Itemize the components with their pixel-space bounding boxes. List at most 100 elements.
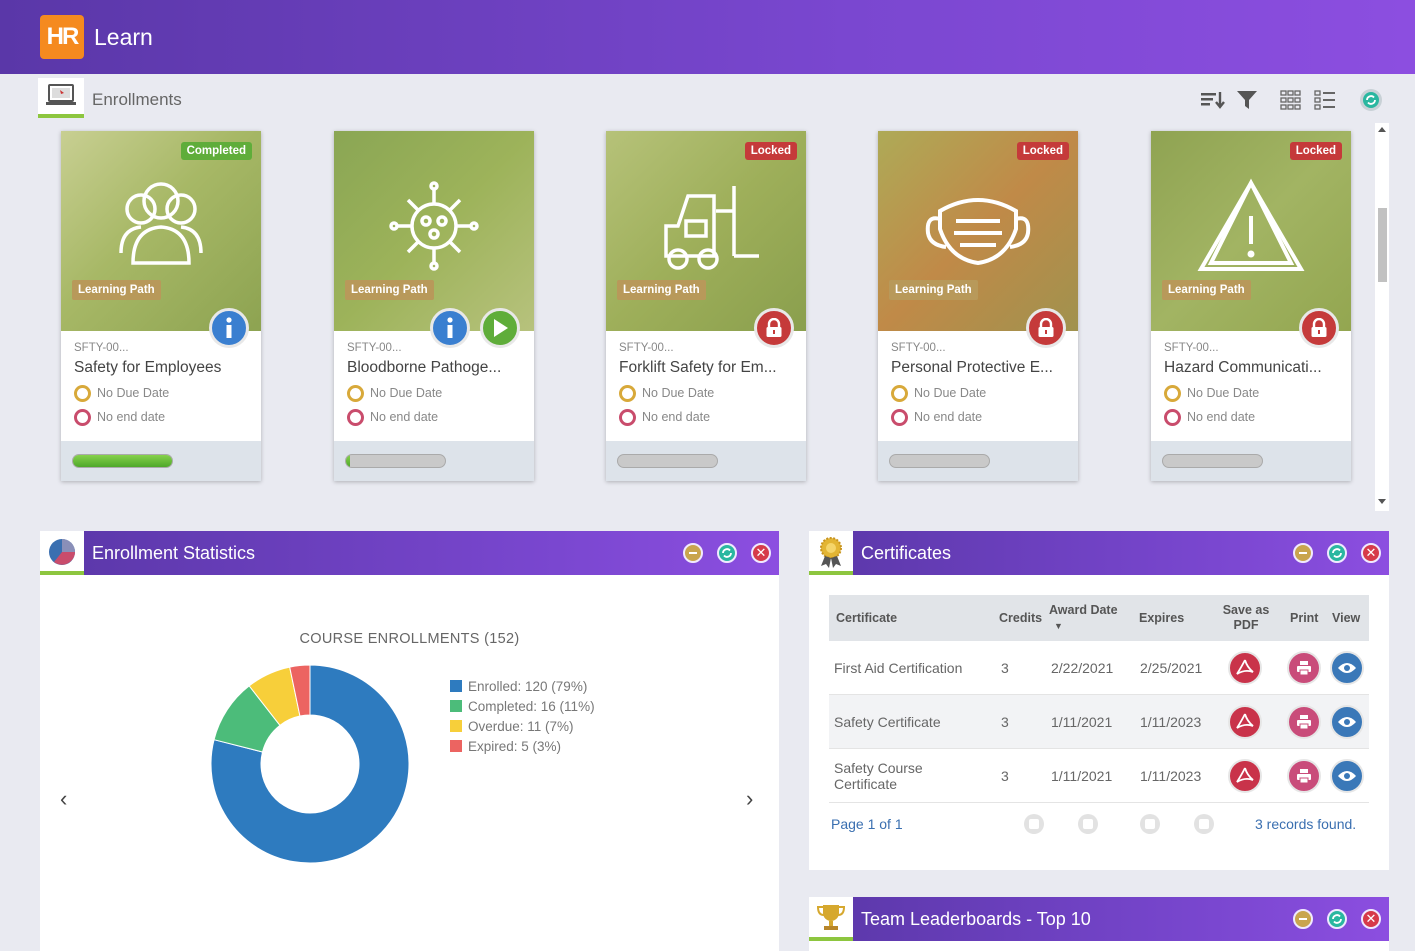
printer-icon [1297,769,1311,784]
play-button[interactable] [480,308,520,348]
warning-icon [1197,178,1305,271]
table-row: Safety Course Certificate 3 1/11/2021 1/… [829,749,1369,803]
clock-icon [347,385,364,403]
sort-icon[interactable] [1200,88,1226,112]
save-pdf-button[interactable] [1228,705,1262,739]
col-expires[interactable]: Expires [1139,611,1185,625]
enrollments-icon-box [38,78,84,118]
legend-item-expired[interactable]: Expired: 5 (3%) [450,738,561,756]
card-image[interactable]: Learning Path [334,131,534,331]
chart-next-arrow[interactable]: › [746,786,754,811]
cards-scrollbar[interactable] [1375,123,1389,511]
minimize-button[interactable] [1293,909,1313,929]
donut-chart[interactable] [210,664,410,864]
panel-header: Team Leaderboards - Top 10 ✕ [809,897,1389,941]
card-image[interactable]: Locked Learning Path [1151,131,1351,331]
legend-item-enrolled[interactable]: Enrolled: 120 (79%) [450,678,587,696]
enrollment-card[interactable]: Learning Path SFTY-00... Bloodborne Path… [334,131,534,481]
minimize-button[interactable] [1293,543,1313,563]
records-count: 3 records found. [1255,816,1357,832]
card-image[interactable]: Locked Learning Path [878,131,1078,331]
legend-item-overdue[interactable]: Overdue: 11 (7%) [450,718,574,736]
list-view-icon[interactable] [1313,88,1339,112]
lock-icon [1311,318,1327,337]
end-date-row: No end date [891,408,982,427]
col-view: View [1332,611,1361,625]
first-page-button[interactable] [1024,814,1044,834]
enrollments-title: Enrollments [92,90,182,109]
chart-prev-arrow[interactable]: ‹ [60,786,68,811]
pie-slice-enrolled[interactable] [210,664,410,864]
scroll-thumb[interactable] [1378,208,1387,282]
printer-icon [1297,661,1311,676]
info-button[interactable] [209,308,249,348]
refresh-button[interactable] [1327,543,1347,563]
next-page-button[interactable] [1140,814,1160,834]
panel-title: Team Leaderboards - Top 10 [861,909,1091,929]
sort-down-icon: ▼ [1054,621,1063,631]
card-image[interactable]: Locked Learning Path [606,131,806,331]
end-date-row: No end date [347,408,438,427]
learning-path-badge: Learning Path [72,280,161,300]
clock-icon [74,385,91,403]
view-button[interactable] [1330,651,1364,685]
info-button[interactable] [430,308,470,348]
view-button[interactable] [1330,759,1364,793]
scroll-up-arrow[interactable] [1378,127,1386,132]
grid-view-icon[interactable] [1279,88,1305,112]
print-button[interactable] [1287,705,1321,739]
refresh-icon [1332,548,1342,558]
col-award-date[interactable]: Award Date ▼ [1049,603,1118,631]
refresh-button[interactable] [717,543,737,563]
card-image[interactable]: Completed Learning Path [61,131,261,331]
col-certificate[interactable]: Certificate [836,611,898,625]
prev-page-button[interactable] [1078,814,1098,834]
filter-icon[interactable] [1235,88,1261,112]
enrollment-card[interactable]: Locked Learning Path SFTY-00... Hazard C… [1151,131,1351,481]
scroll-down-arrow[interactable] [1378,499,1386,504]
expires-date: 2/25/2021 [1140,660,1203,676]
legend-item-completed[interactable]: Completed: 16 (11%) [450,698,595,716]
top-bar: HR Learn [0,0,1415,74]
course-name[interactable]: Forklift Safety for Em... [619,359,777,376]
save-pdf-button[interactable] [1228,759,1262,793]
lock-button[interactable] [1299,308,1339,348]
pie-slice-expired[interactable] [289,664,311,717]
lock-button[interactable] [1026,308,1066,348]
close-button[interactable]: ✕ [1361,543,1381,563]
card-footer [334,441,534,481]
course-name[interactable]: Personal Protective E... [891,359,1053,376]
lock-icon [1038,318,1054,337]
enrollment-card[interactable]: Completed Learning Path SFTY-00... Safet… [61,131,261,481]
expires-date: 1/11/2023 [1140,714,1202,730]
close-button[interactable]: ✕ [1361,909,1381,929]
info-icon [447,317,453,338]
print-button[interactable] [1287,759,1321,793]
enrollment-card[interactable]: Locked Learning Path SFTY-00... Personal… [878,131,1078,481]
save-pdf-button[interactable] [1228,651,1262,685]
refresh-icon[interactable] [1358,88,1384,112]
minimize-button[interactable] [683,543,703,563]
hr-logo[interactable]: HR [40,15,84,59]
last-page-button[interactable] [1194,814,1214,834]
award-date: 1/11/2021 [1051,714,1113,730]
course-name[interactable]: Safety for Employees [74,359,222,376]
course-name[interactable]: Bloodborne Pathoge... [347,359,502,376]
eye-icon [1338,717,1356,727]
course-name[interactable]: Hazard Communicati... [1164,359,1322,376]
col-credits[interactable]: Credits [999,611,1043,625]
enrollment-card[interactable]: Locked Learning Path SFTY-00... Forklift… [606,131,806,481]
card-footer [61,441,261,481]
lock-button[interactable] [754,308,794,348]
legend-swatch [450,740,462,752]
view-button[interactable] [1330,705,1364,739]
legend-swatch [450,700,462,712]
refresh-button[interactable] [1327,909,1347,929]
learning-path-badge: Learning Path [617,280,706,300]
close-button[interactable]: ✕ [751,543,771,563]
progress-bar [1162,454,1263,468]
print-button[interactable] [1287,651,1321,685]
pdf-icon [1236,767,1254,783]
app-title: Learn [94,24,153,50]
eye-icon [1338,663,1356,673]
